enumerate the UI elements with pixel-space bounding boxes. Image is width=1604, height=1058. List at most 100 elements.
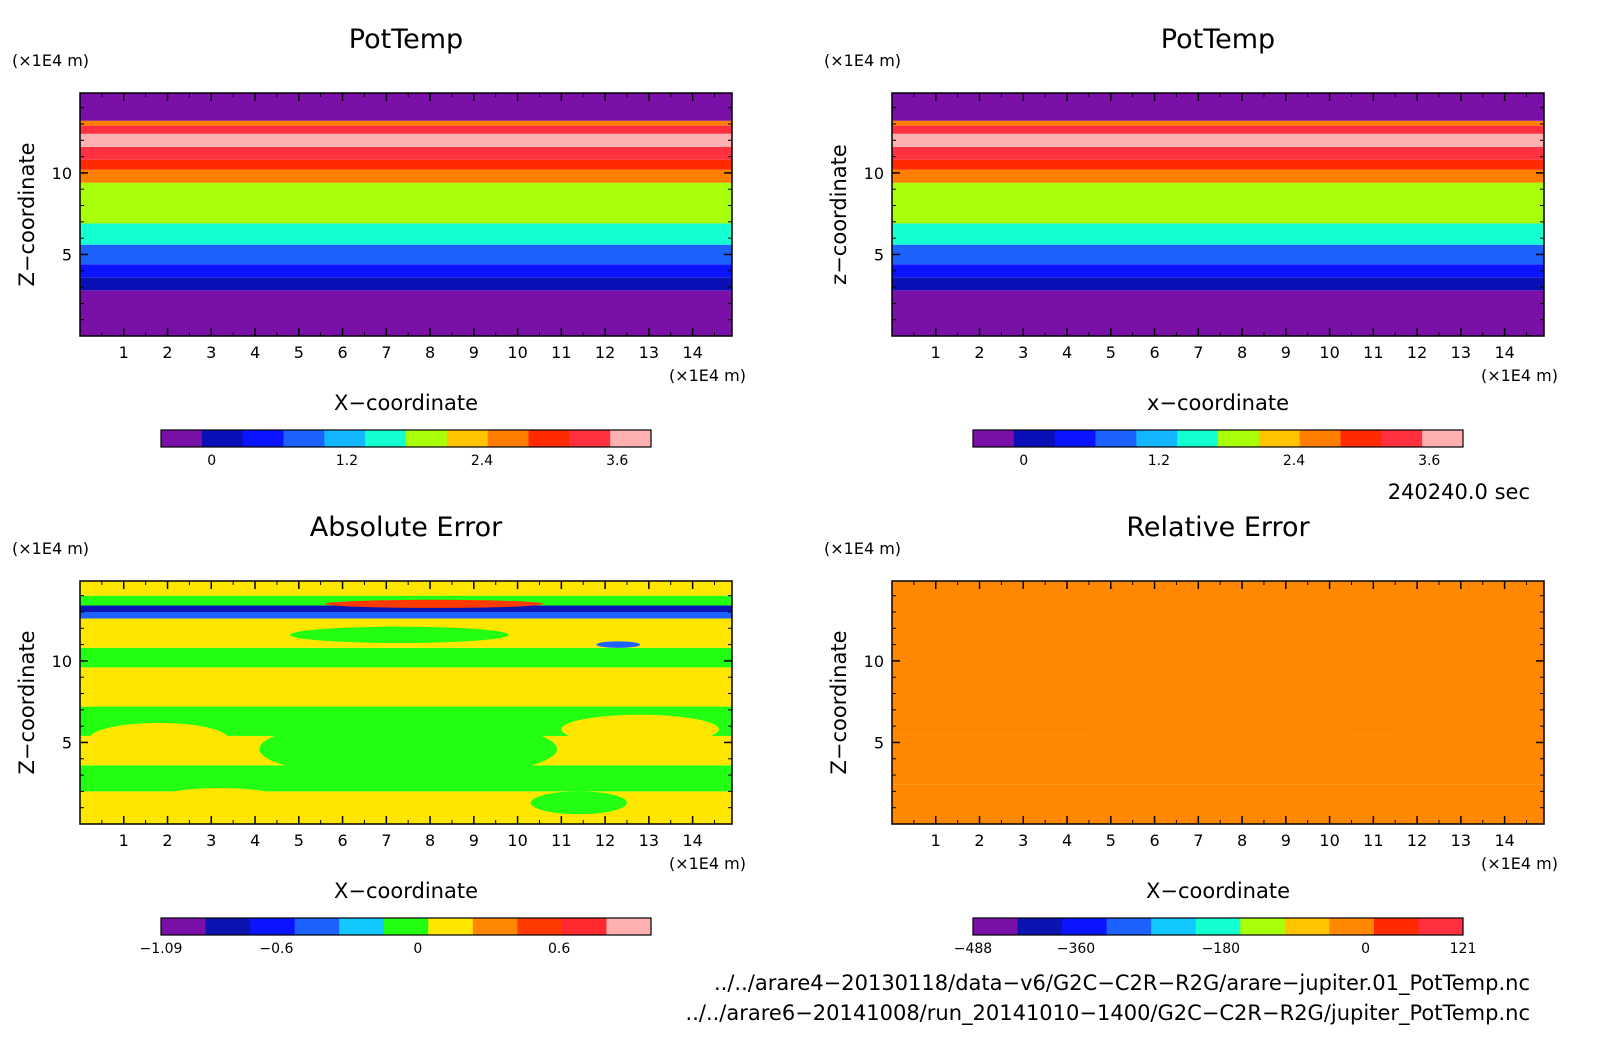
- x-tick-label-4: 4: [1062, 831, 1072, 850]
- x-tick-label-12: 12: [595, 343, 615, 362]
- x-tick-label-9: 9: [1281, 343, 1291, 362]
- x-tick-label-10: 10: [1319, 343, 1339, 362]
- colorbar-segment-5: [324, 430, 366, 447]
- colorbar-segment-4: [283, 430, 325, 447]
- contour-band-13: [80, 93, 732, 121]
- x-tick-label-1: 1: [119, 343, 129, 362]
- contour-band-8: [892, 159, 1544, 170]
- colorbar-segment-2: [1017, 918, 1063, 935]
- colorbar-tick-label: 3.6: [606, 453, 628, 469]
- x-tick-label-2: 2: [974, 831, 984, 850]
- colorbar-tick-label: 0: [207, 453, 216, 469]
- colorbar-segment-6: [1177, 430, 1219, 447]
- colorbar-tick-label: 2.4: [471, 453, 493, 469]
- contour-blob-1: [259, 719, 557, 779]
- footer-file-1: ../../arare4−20130118/data−v6/G2C−C2R−R2…: [714, 971, 1530, 996]
- colorbar-segment-8: [1284, 918, 1330, 935]
- colorbar-segment-12: [1422, 430, 1464, 447]
- x-tick-label-13: 13: [639, 343, 659, 362]
- colorbar-segment-5: [339, 918, 385, 935]
- contour-band-6: [80, 182, 732, 224]
- x-tick-label-14: 14: [682, 343, 702, 362]
- contour-blob-7: [596, 641, 641, 648]
- x-tick-label-4: 4: [1062, 343, 1072, 362]
- x-tick-label-3: 3: [1018, 831, 1028, 850]
- contour-band-10: [892, 133, 1544, 147]
- colorbar-segment-7: [428, 918, 474, 935]
- x-tick-label-5: 5: [1106, 831, 1116, 850]
- colorbar-segment-3: [1062, 918, 1108, 935]
- colorbar-segment-12: [610, 430, 652, 447]
- contour-band-4: [80, 244, 732, 265]
- y-unit-label: (×1E4 m): [824, 51, 901, 70]
- colorbar: −1.09 −0.6 0 0.6: [140, 917, 652, 957]
- colorbar-tick-label: 1.2: [1148, 453, 1170, 469]
- contour-band-11: [80, 581, 732, 596]
- x-tick-label-9: 9: [469, 831, 479, 850]
- panel-4: Relative Error (×1E4 m) (×1E4 m) X−coordina…: [824, 512, 1558, 957]
- x-tick-label-14: 14: [1494, 343, 1514, 362]
- y-tick-label-10: 10: [864, 164, 884, 183]
- colorbar-tick-label: −488: [954, 941, 992, 957]
- colorbar-segment-9: [1329, 918, 1375, 935]
- contour-field: [80, 93, 732, 336]
- x-tick-label-6: 6: [337, 343, 347, 362]
- chart-title: Absolute Error: [310, 512, 503, 543]
- colorbar-segment-1: [973, 430, 1015, 447]
- colorbar-segment-1: [161, 918, 207, 935]
- contour-band-11: [892, 125, 1544, 134]
- x-tick-label-13: 13: [1451, 831, 1471, 850]
- x-axis-label: X−coordinate: [1146, 879, 1290, 903]
- colorbar-frame: [160, 429, 652, 448]
- x-tick-label-6: 6: [1149, 343, 1159, 362]
- colorbar-tick-label: 1.2: [336, 453, 358, 469]
- y-tick-label-10: 10: [52, 164, 72, 183]
- x-tick-label-12: 12: [595, 831, 615, 850]
- contour-band-12: [80, 120, 732, 126]
- x-tick-label-13: 13: [1451, 343, 1471, 362]
- colorbar: 0 1.2 2.4 3.6: [160, 429, 652, 469]
- colorbar-segment-4: [294, 918, 340, 935]
- x-unit-label: (×1E4 m): [669, 854, 746, 873]
- x-tick-label-5: 5: [294, 831, 304, 850]
- colorbar-tick-label: −180: [1202, 941, 1240, 957]
- chart-title: PotTemp: [349, 24, 463, 55]
- colorbar-segment-5: [1136, 430, 1178, 447]
- contour-blob-3: [1342, 793, 1448, 816]
- contour-band-9: [80, 605, 732, 612]
- colorbar-tick-label: 3.6: [1418, 453, 1440, 469]
- chart-title: Relative Error: [1126, 512, 1310, 543]
- colorbar-segment-2: [205, 918, 251, 935]
- contour-band-8: [80, 159, 732, 170]
- x-tick-label-8: 8: [425, 831, 435, 850]
- colorbar-segment-3: [1054, 430, 1096, 447]
- x-unit-label: (×1E4 m): [669, 366, 746, 385]
- contour-blob-4: [150, 788, 291, 815]
- colorbar-segment-9: [487, 430, 529, 447]
- colorbar-segment-8: [472, 918, 518, 935]
- x-tick-label-10: 10: [507, 831, 527, 850]
- colorbar-tick-label: 0.6: [548, 941, 570, 957]
- x-tick-label-8: 8: [1237, 831, 1247, 850]
- contour-band-10: [80, 133, 732, 147]
- colorbar-segment-10: [1373, 918, 1419, 935]
- contour-band-2: [892, 277, 1544, 291]
- colorbar-segment-3: [250, 918, 296, 935]
- colorbar-frame: [160, 917, 652, 936]
- colorbar-tick-label: 0: [413, 941, 422, 957]
- contour-band-2: [80, 277, 732, 291]
- x-tick-label-2: 2: [162, 831, 172, 850]
- colorbar-frame: [972, 917, 1464, 936]
- colorbar-segment-2: [201, 430, 244, 447]
- contour-band-1: [80, 290, 732, 336]
- panel-1: PotTemp (×1E4 m) (×1E4 m) X−coordinate Z−coo…: [12, 24, 746, 469]
- x-tick-label-5: 5: [294, 343, 304, 362]
- colorbar-segment-8: [446, 430, 489, 447]
- colorbar-segment-10: [561, 918, 607, 935]
- contour-band-3: [80, 264, 732, 278]
- plot-frame: [891, 580, 1545, 825]
- colorbar-segment-4: [1106, 918, 1152, 935]
- colorbar-segment-11: [1418, 918, 1464, 935]
- contour-band-5: [892, 618, 1544, 681]
